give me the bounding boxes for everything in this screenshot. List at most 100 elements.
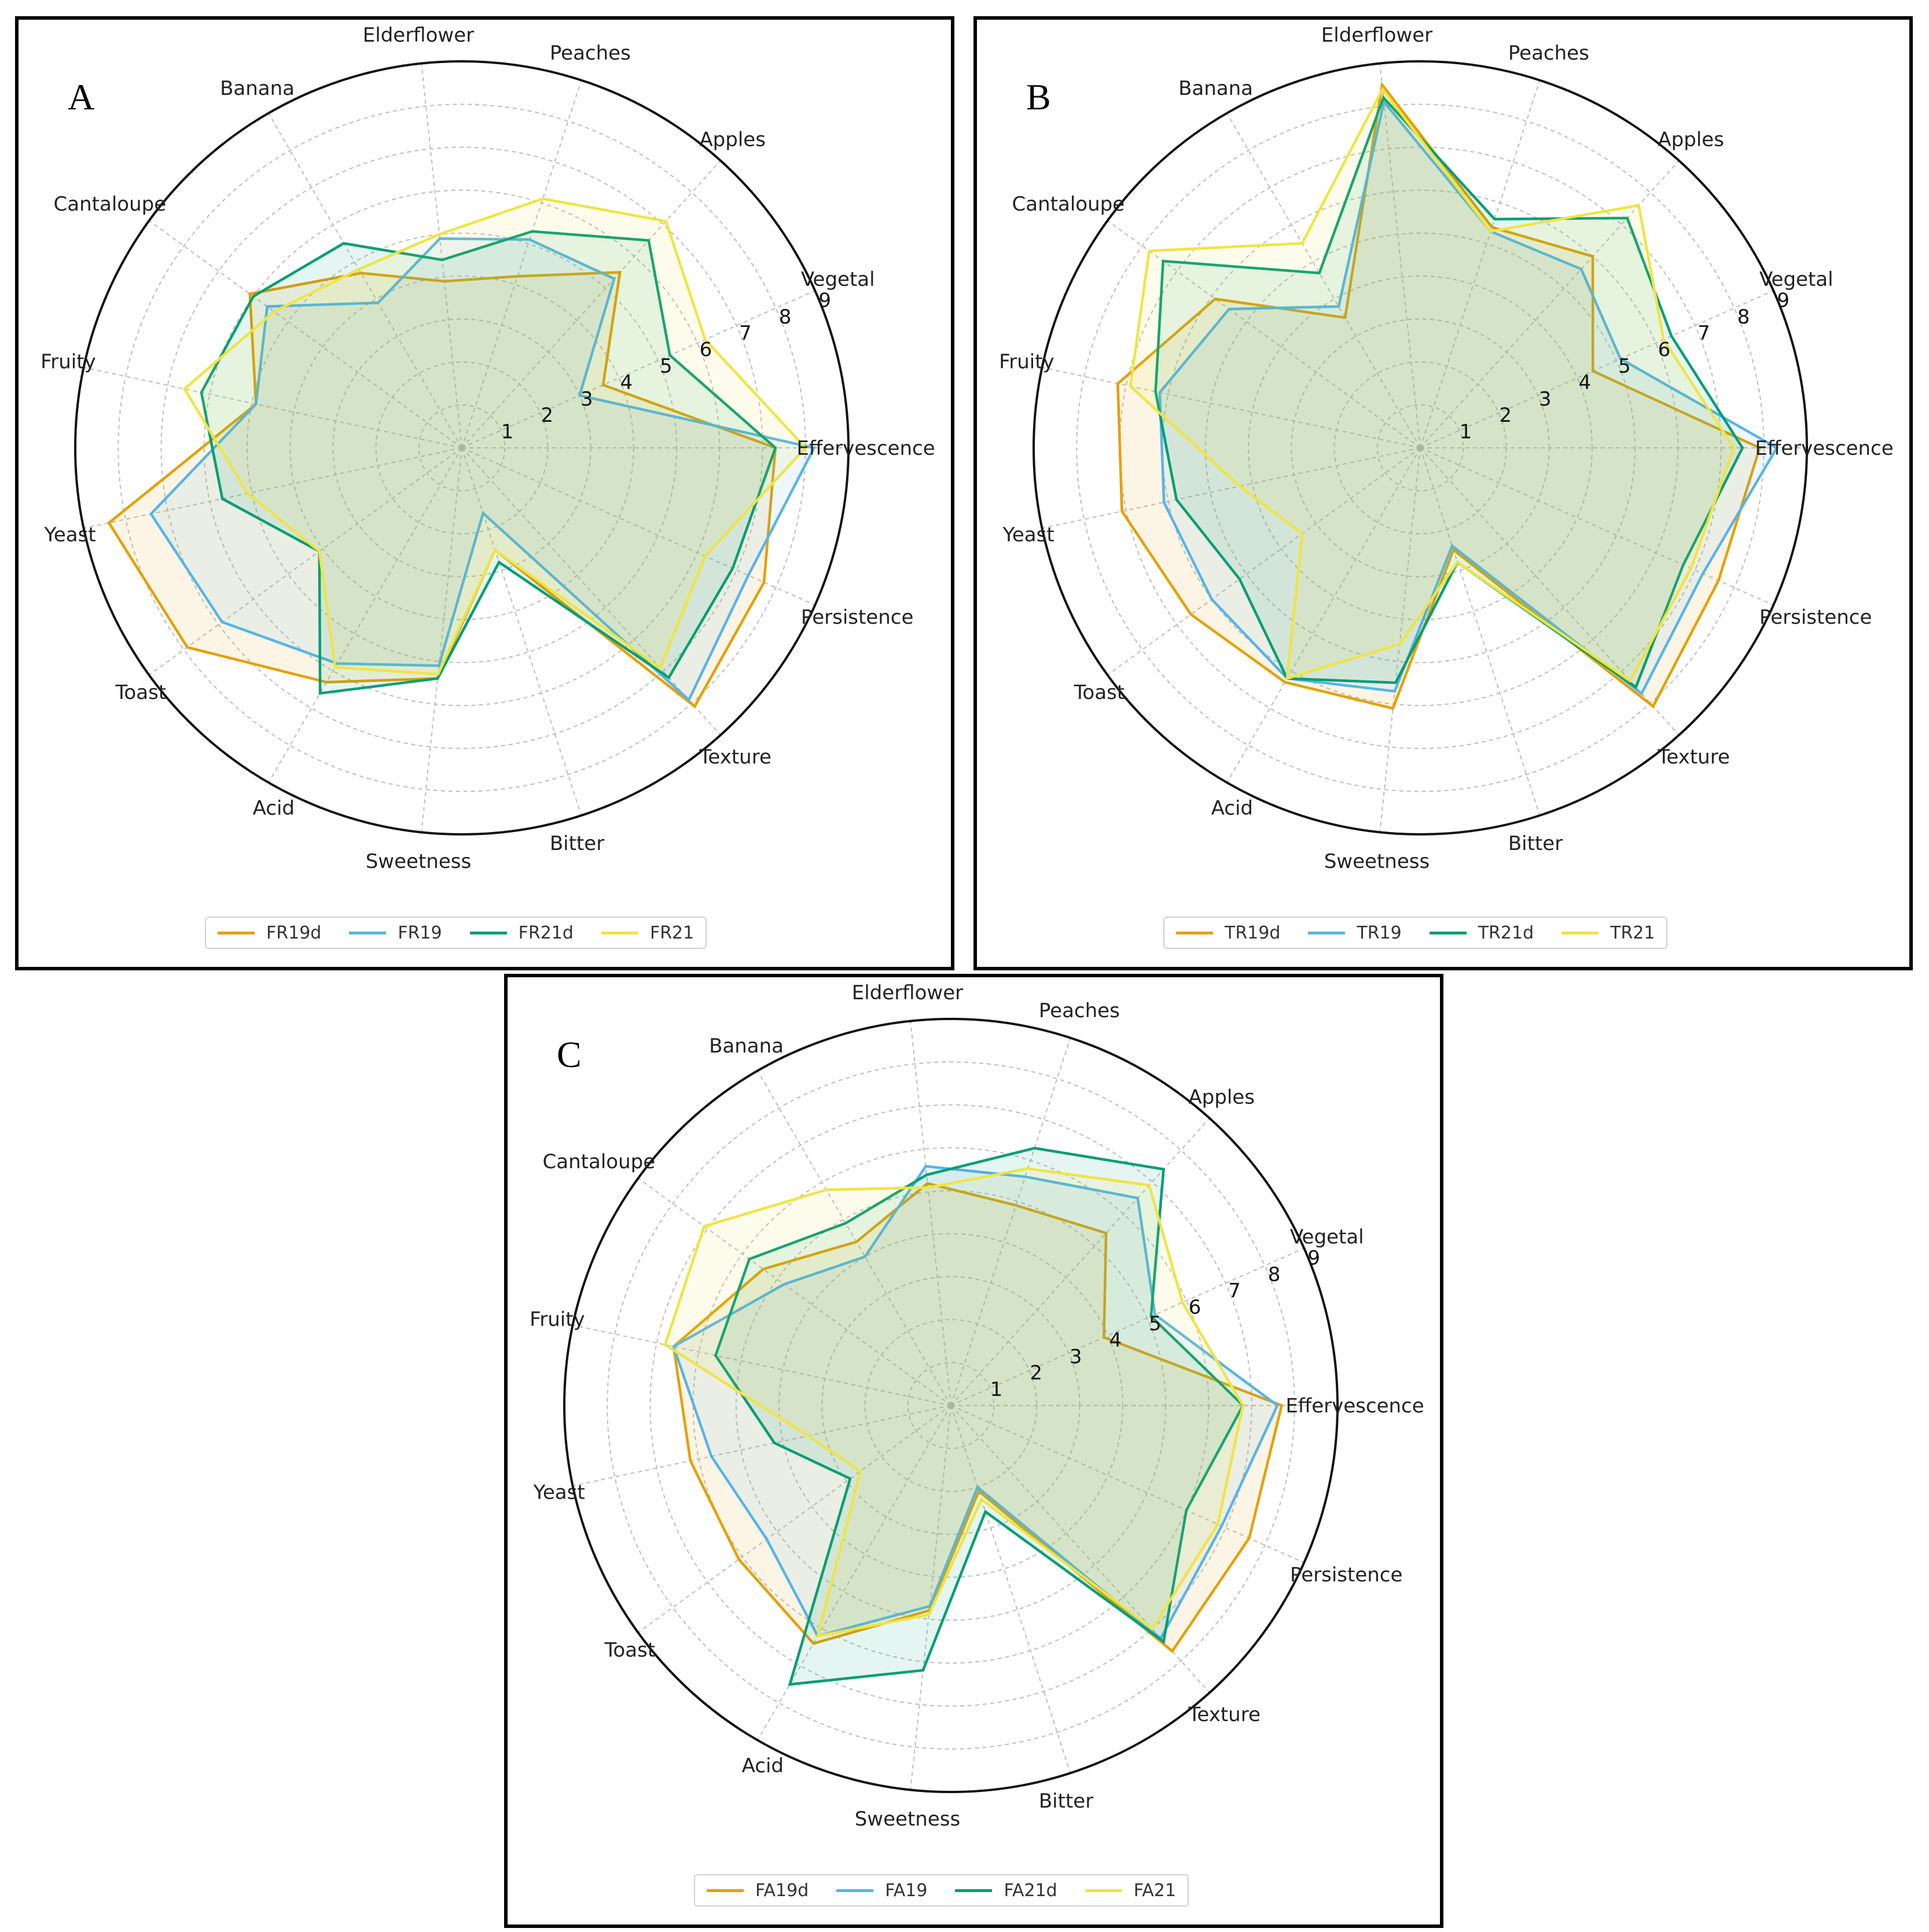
axis-label: Toast [1073,681,1125,704]
tick-label: 2 [541,404,553,427]
panel-letter: A [68,76,94,117]
tick-label: 7 [1228,1279,1241,1302]
outer-ring [563,1018,1339,1793]
legend-item: TR19d [1176,923,1280,943]
series-fill-TR19d [1118,84,1760,709]
panel-letter: C [557,1034,582,1075]
legend-label: FR21 [649,922,695,943]
series-line-TR19 [1158,99,1779,696]
legend-label: TR19d [1225,922,1281,943]
tick-label: 1 [1460,421,1472,444]
axis-label: Bitter [1039,1790,1093,1813]
center-dot [1417,445,1423,451]
axis-label: Banana [709,1035,784,1058]
legend-label: FR19d [266,922,322,943]
axis-label: Effervescence [796,437,935,460]
tick-label: 5 [1149,1312,1162,1335]
axis-label: Apples [1658,128,1724,151]
series-fill-FR19d [109,272,776,706]
series-fill-FR21d [201,231,776,694]
series-line-FR21d [200,230,777,695]
grid-ring [160,146,763,749]
legend-label: TR21 [1610,922,1655,943]
series-fill-TR21 [1130,89,1734,681]
axis-label: Fruity [41,351,96,374]
legend-item: TR19 [1308,922,1402,943]
legend-label: TR19 [1357,922,1402,943]
axis-label: Sweetness [855,1808,960,1831]
axis-label: Cantaloupe [54,193,167,216]
tick-label: 7 [739,322,752,345]
axis-label: Texture [1188,1703,1260,1727]
tick-label: 3 [1539,388,1552,411]
grid-ring [607,1061,1295,1750]
series-fill-TR19 [1159,102,1777,694]
tick-label: 5 [660,355,673,378]
tick-label: 6 [1189,1296,1202,1319]
radar-chart-a: A 1 2 3 4 5 6 7 8 9 Effervescence Vegetal Apples Peac… [41,24,935,873]
axis-label: Peaches [1039,999,1120,1022]
series-fill-FA21 [665,1168,1243,1636]
legend-c: FA19d FA19 FA21d FA21 [694,1874,1189,1907]
axis-label: Peaches [1508,42,1589,65]
tick-label: 5 [1618,355,1631,378]
series-line-FA21d [714,1147,1245,1686]
legend-swatch [1176,931,1213,934]
axis-label: Bitter [1508,832,1563,855]
axis-label: Texture [699,746,771,769]
legend-item: TR21d [1429,922,1534,943]
legend-swatch [1085,1889,1122,1892]
axis-label: Elderflower [363,24,474,47]
legend-b: TR19d TR19 TR21d TR21 [1163,917,1668,949]
legend-label: TR21d [1478,922,1534,943]
series-fill-FA19 [673,1166,1278,1639]
series-line-TR21 [1129,86,1736,683]
axis-label: Fruity [999,351,1054,374]
legend-swatch [349,931,387,934]
tick-label: 1 [990,1378,1003,1401]
series-fill-FR21 [184,198,806,675]
axis-label: Bitter [550,832,604,855]
tick-label: 9 [1307,1246,1320,1269]
legend-item: FR21 [601,923,694,943]
tick-label: 6 [1658,338,1671,362]
axis-label: Vegetal [801,268,875,291]
outer-ring [74,60,850,836]
legend-label: FA21 [1133,1880,1176,1901]
axis-label: Yeast [1002,523,1054,546]
series-line-FA21 [663,1167,1245,1638]
series-fill-FA21d [715,1148,1243,1685]
series-line-FR19 [149,237,816,702]
panel-a: A 1 2 3 4 5 6 7 8 9 Effervescence Vegetal Apples Peac… [15,16,954,970]
axis-label: Cantaloupe [543,1150,656,1173]
legend-item: FA21d [955,1881,1057,1901]
legend-swatch [955,1889,993,1892]
tick-label: 4 [1109,1329,1122,1352]
tick-label: 8 [779,306,792,329]
axis-label: Yeast [533,1481,585,1504]
legend-swatch [469,931,507,934]
radar-chart-b: B 1 2 3 4 5 6 7 8 9 Effervescence Vegetal Apples Peac… [999,24,1893,873]
grid-ring [735,1190,1167,1621]
series-fill-FR19 [150,238,814,700]
axis-label: Cantaloupe [1012,193,1125,216]
tick-label: 8 [1737,306,1750,329]
panel-letter: B [1026,76,1051,117]
tick-label: 2 [1499,404,1512,427]
axis-label: Peaches [550,42,631,65]
center-dot [459,445,465,451]
axis-label: Acid [253,797,295,820]
legend-item: FR21d [469,923,574,943]
axis-label: Yeast [44,523,96,546]
legend-label: FA19d [755,1880,809,1901]
axis-label: Apples [699,128,766,151]
series-line-FR21 [182,197,807,676]
tick-label: 3 [1070,1345,1082,1368]
tick-label: 3 [580,388,593,411]
grid [572,1021,1338,1790]
panel-c: C 1 2 3 4 5 6 7 8 9 Effervescence Vegetal Apples Peac… [504,974,1443,1928]
center-dot [948,1403,954,1408]
grid-ring [649,1104,1252,1707]
axis-label: Toast [604,1639,655,1662]
grid-ring [1076,104,1765,792]
